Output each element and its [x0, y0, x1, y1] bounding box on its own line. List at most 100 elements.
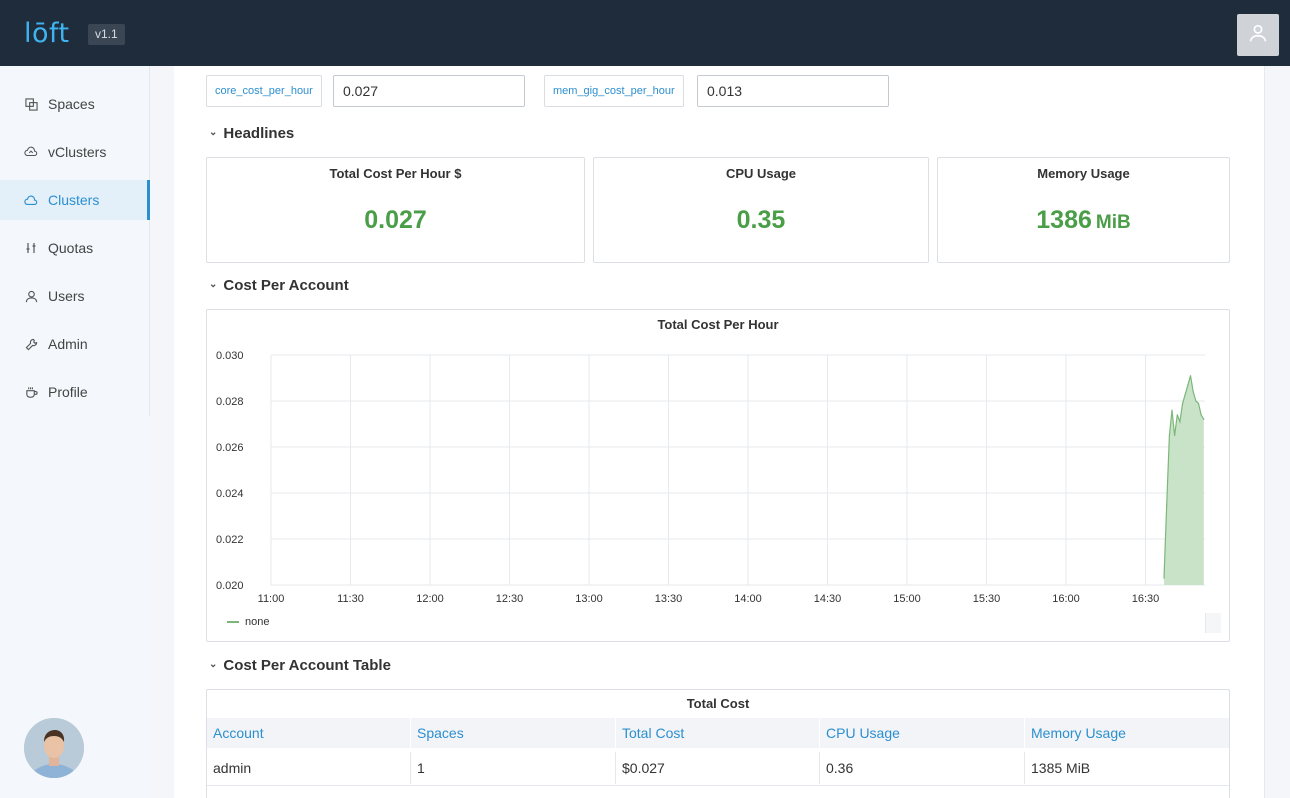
sidebar-item-label: Quotas	[48, 240, 94, 256]
data-point	[1176, 414, 1178, 416]
table-header-memory-usage[interactable]: Memory Usage	[1025, 718, 1229, 748]
section-title: Headlines	[223, 125, 295, 142]
sidebar-item-label: vClusters	[48, 144, 107, 160]
section-title: Cost Per Account	[223, 277, 349, 294]
sidebar-item-profile[interactable]: Profile	[0, 372, 150, 412]
user-icon	[1247, 22, 1269, 49]
user-icon	[24, 289, 38, 303]
wrench-icon	[24, 337, 38, 351]
x-tick-label: 16:30	[1132, 593, 1160, 605]
vclusters-icon	[24, 145, 38, 159]
coffee-icon	[24, 385, 38, 399]
table-header-cpu-usage[interactable]: CPU Usage	[820, 718, 1025, 748]
sidebar-divider	[149, 66, 150, 416]
x-tick-label: 12:30	[496, 593, 524, 605]
x-tick-label: 11:00	[258, 593, 285, 605]
legend-scrollbar[interactable]	[1205, 613, 1221, 633]
sidebar-item-spaces[interactable]: Spaces	[0, 84, 150, 124]
y-tick-label: 0.022	[216, 534, 244, 546]
data-point	[1203, 418, 1205, 420]
sidebar-item-label: Clusters	[48, 192, 100, 208]
top-bar: lōft v1.1	[0, 0, 1290, 66]
avatar[interactable]	[24, 718, 84, 778]
data-point	[1179, 421, 1181, 423]
series-area	[1164, 375, 1204, 585]
x-tick-label: 14:30	[814, 593, 842, 605]
spaces-icon	[24, 97, 38, 111]
x-tick-label: 15:30	[973, 593, 1001, 605]
y-tick-label: 0.024	[216, 488, 244, 500]
data-point	[1200, 414, 1202, 416]
section-cost-per-account-table[interactable]: ⌄ Cost Per Account Table	[209, 657, 391, 674]
table-cell: 0.36	[820, 752, 1025, 784]
sidebar-item-quotas[interactable]: Quotas	[0, 228, 150, 268]
stat-panel-memory-usage: Memory Usage 1386 MiB	[937, 157, 1230, 263]
data-point	[1195, 400, 1197, 402]
sidebar-item-label: Admin	[48, 336, 88, 352]
row-divider	[207, 785, 1229, 786]
y-tick-label: 0.020	[216, 580, 244, 592]
table-cell: 1385 MiB	[1031, 760, 1091, 776]
sidebar-item-label: Users	[48, 288, 85, 304]
cloud-icon	[24, 193, 38, 207]
data-point	[1174, 434, 1176, 437]
data-point	[1184, 393, 1186, 395]
sidebar-item-label: Profile	[48, 384, 88, 400]
table-header-total-cost[interactable]: Total Cost	[616, 718, 820, 748]
stat-title: Memory Usage	[1037, 166, 1130, 181]
y-tick-label: 0.030	[216, 350, 244, 362]
sliders-icon	[24, 241, 38, 255]
cost-chart[interactable]: 0.020 0.022 0.024 0.026 0.028 0.030 11:00 11:30…	[207, 310, 1229, 610]
x-tick-label: 13:30	[655, 593, 683, 605]
x-tick-label: 16:00	[1052, 593, 1080, 605]
variable-label-core-cost: core_cost_per_hour	[206, 75, 322, 107]
data-point	[1197, 402, 1200, 404]
x-tick-label: 13:00	[575, 593, 603, 605]
panel-border	[1264, 66, 1265, 798]
data-point	[1189, 375, 1192, 377]
data-point	[1187, 384, 1189, 386]
data-point	[1168, 434, 1170, 437]
series-line	[1163, 375, 1205, 579]
version-badge: v1.1	[88, 24, 125, 45]
core-cost-input[interactable]: 0.027	[333, 75, 525, 107]
section-headlines[interactable]: ⌄ Headlines	[209, 125, 294, 142]
x-tick-label: 11:30	[337, 593, 364, 605]
stat-panel-total-cost: Total Cost Per Hour $ 0.027	[206, 157, 585, 263]
x-tick-label: 12:00	[416, 593, 444, 605]
y-tick-label: 0.026	[216, 442, 244, 454]
sidebar-item-clusters[interactable]: Clusters	[0, 180, 150, 220]
chart-title: Total Cost Per Hour	[657, 317, 779, 332]
user-menu-button[interactable]	[1237, 14, 1279, 56]
table-title: Total Cost	[686, 696, 750, 711]
mem-cost-input[interactable]: 0.013	[697, 75, 889, 107]
logo-text: lōft	[24, 17, 70, 49]
stat-unit: MiB	[1095, 212, 1131, 233]
sidebar-item-admin[interactable]: Admin	[0, 324, 150, 364]
sidebar-item-vclusters[interactable]: vClusters	[0, 132, 150, 172]
section-title: Cost Per Account Table	[223, 657, 391, 674]
table-panel: Total Cost Account Spaces Total Cost CPU…	[206, 689, 1230, 798]
table-cell: 1	[411, 752, 616, 784]
stat-value: 0.35	[736, 206, 786, 234]
table-header-spaces[interactable]: Spaces	[411, 718, 616, 748]
table-header-account[interactable]: Account	[207, 718, 411, 748]
sidebar	[0, 66, 150, 798]
table-cell: admin	[207, 752, 411, 784]
chevron-down-icon: ⌄	[209, 659, 218, 670]
sidebar-item-label: Spaces	[48, 96, 95, 112]
sidebar-item-users[interactable]: Users	[0, 276, 150, 316]
chart-legend[interactable]: none	[227, 616, 269, 628]
stat-panel-cpu-usage: CPU Usage 0.35	[593, 157, 929, 263]
variable-label-mem-cost: mem_gig_cost_per_hour	[544, 75, 684, 107]
stat-value: 1386 MiB	[1036, 206, 1131, 234]
data-point	[1163, 577, 1165, 579]
section-cost-per-account[interactable]: ⌄ Cost Per Account	[209, 277, 349, 294]
x-tick-label: 15:00	[893, 593, 921, 605]
legend-swatch	[227, 621, 239, 623]
legend-label: none	[245, 616, 270, 628]
chart-panel: Total Cost Per Hour 0.020 0.022 0.024 0.026…	[206, 309, 1230, 642]
stat-title: Total Cost Per Hour $	[329, 166, 462, 181]
chevron-down-icon: ⌄	[209, 279, 218, 290]
loft-logo[interactable]: lōft	[24, 17, 70, 49]
